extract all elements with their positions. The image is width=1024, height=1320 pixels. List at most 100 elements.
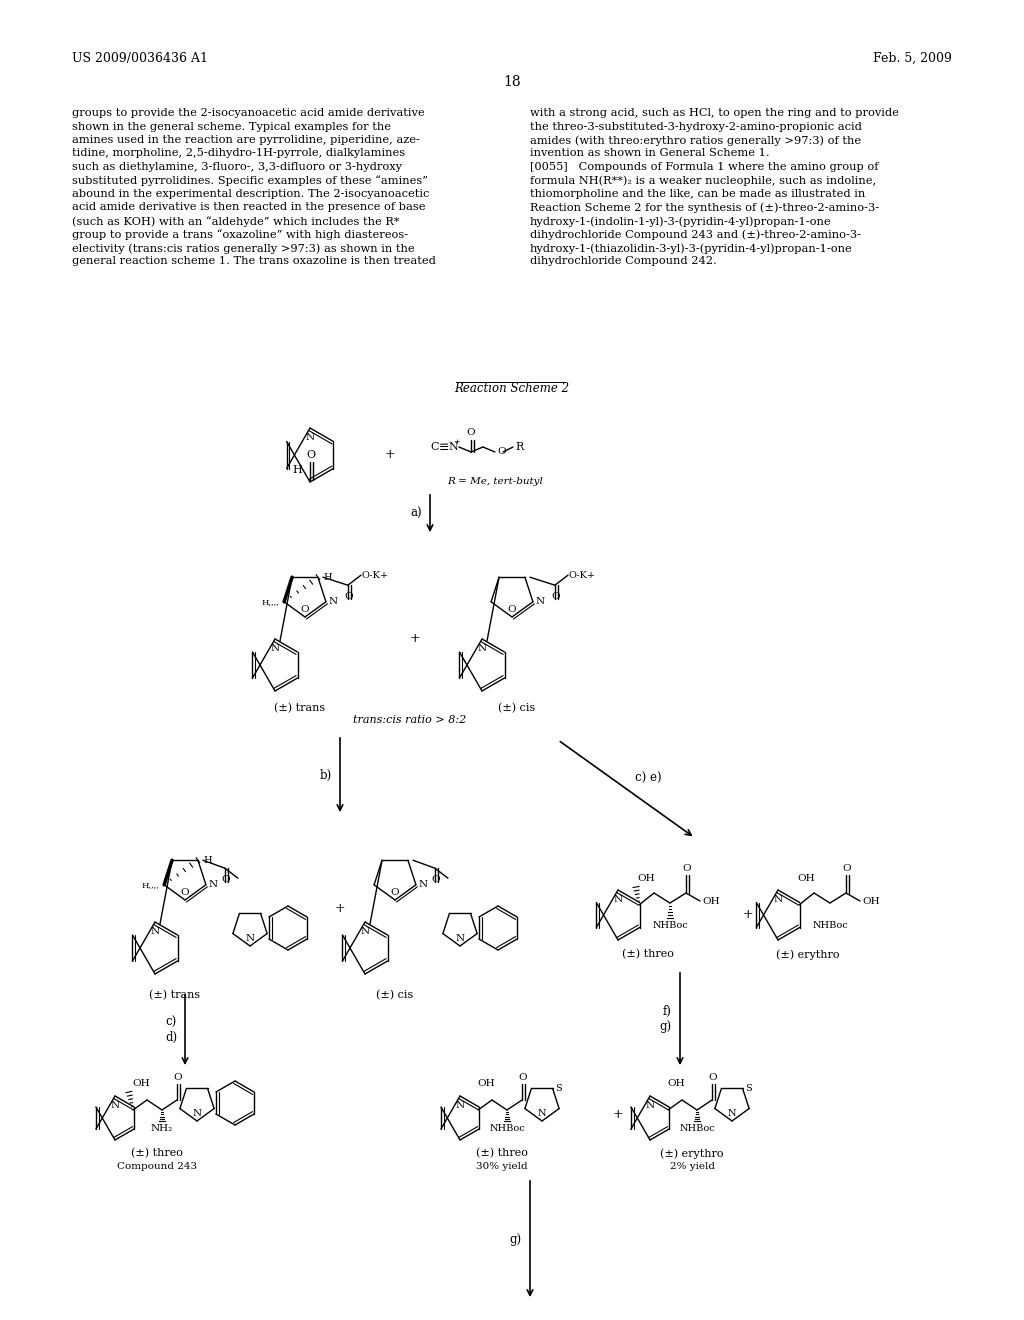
Text: N: N	[305, 433, 314, 442]
Text: O: O	[221, 875, 230, 884]
Text: Feb. 5, 2009: Feb. 5, 2009	[873, 51, 952, 65]
Text: NHBoc: NHBoc	[489, 1125, 525, 1133]
Text: N: N	[645, 1101, 654, 1110]
Text: O: O	[508, 605, 516, 614]
Text: N: N	[456, 1101, 465, 1110]
Text: H,,,,: H,,,,	[141, 880, 159, 888]
Text: Reaction Scheme 2: Reaction Scheme 2	[455, 381, 569, 395]
Text: US 2009/0036436 A1: US 2009/0036436 A1	[72, 51, 208, 65]
Text: g): g)	[510, 1233, 522, 1246]
Text: N: N	[360, 927, 370, 936]
Text: O: O	[497, 447, 506, 457]
Text: (±) threo: (±) threo	[622, 949, 674, 960]
Text: OH: OH	[668, 1078, 685, 1088]
Text: a): a)	[411, 507, 422, 520]
Text: OH: OH	[862, 896, 880, 906]
Text: substituted pyrrolidines. Specific examples of these “amines”: substituted pyrrolidines. Specific examp…	[72, 176, 428, 186]
Text: +: +	[335, 902, 345, 915]
Text: (±) threo: (±) threo	[476, 1148, 528, 1159]
Text: N: N	[773, 895, 782, 904]
Text: S: S	[745, 1084, 753, 1093]
Text: dihydrochloride Compound 242.: dihydrochloride Compound 242.	[530, 256, 717, 267]
Text: O: O	[306, 450, 315, 459]
Text: N: N	[728, 1109, 736, 1118]
Text: N: N	[111, 1101, 120, 1110]
Text: N: N	[538, 1109, 546, 1118]
Text: (±) erythro: (±) erythro	[660, 1148, 724, 1159]
Text: Reaction Scheme 2 for the synthesis of (±)-threo-2-amino-3-: Reaction Scheme 2 for the synthesis of (…	[530, 202, 880, 213]
Text: groups to provide the 2-isocyanoacetic acid amide derivative: groups to provide the 2-isocyanoacetic a…	[72, 108, 425, 117]
Text: H: H	[292, 465, 302, 475]
Text: H: H	[323, 573, 332, 582]
Text: O: O	[519, 1073, 527, 1082]
Text: R: R	[515, 442, 523, 451]
Text: O: O	[843, 865, 851, 873]
Text: O: O	[552, 593, 560, 601]
Text: f)
g): f) g)	[659, 1005, 672, 1034]
Text: invention as shown in General Scheme 1.: invention as shown in General Scheme 1.	[530, 149, 770, 158]
Text: NH₂: NH₂	[151, 1125, 173, 1133]
Text: (±) trans: (±) trans	[150, 990, 201, 1001]
Text: N: N	[449, 442, 458, 451]
Text: H: H	[203, 855, 212, 865]
Text: (±) cis: (±) cis	[377, 990, 414, 1001]
Text: N: N	[329, 597, 338, 606]
Text: N: N	[246, 935, 255, 942]
Text: formula NH(R**)₂ is a weaker nucleophile, such as indoline,: formula NH(R**)₂ is a weaker nucleophile…	[530, 176, 877, 186]
Text: dihydrochloride Compound 243 and (±)-threo-2-amino-3-: dihydrochloride Compound 243 and (±)-thr…	[530, 230, 861, 240]
Text: 18: 18	[503, 75, 521, 88]
Text: N: N	[456, 935, 465, 942]
Text: OH: OH	[477, 1078, 495, 1088]
Text: N: N	[270, 644, 280, 653]
Text: N: N	[613, 895, 623, 904]
Text: OH: OH	[798, 874, 815, 883]
Text: (such as KOH) with an “aldehyde” which includes the R*: (such as KOH) with an “aldehyde” which i…	[72, 216, 399, 227]
Text: O: O	[180, 888, 189, 898]
Text: (±) cis: (±) cis	[499, 704, 536, 713]
Text: NHBoc: NHBoc	[679, 1125, 715, 1133]
Text: amides (with threo:erythro ratios generally >97:3) of the: amides (with threo:erythro ratios genera…	[530, 135, 861, 145]
Text: +: +	[410, 631, 420, 644]
Text: such as diethylamine, 3-fluoro-, 3,3-difluoro or 3-hydroxy: such as diethylamine, 3-fluoro-, 3,3-dif…	[72, 162, 402, 172]
Text: O: O	[391, 888, 399, 898]
Text: OH: OH	[132, 1078, 150, 1088]
Text: N: N	[419, 880, 428, 890]
Text: O: O	[683, 865, 691, 873]
Text: NHBoc: NHBoc	[812, 921, 848, 931]
Text: group to provide a trans “oxazoline” with high diastereos-: group to provide a trans “oxazoline” wit…	[72, 230, 409, 240]
Text: ≡: ≡	[438, 441, 450, 454]
Text: thiomorpholine and the like, can be made as illustrated in: thiomorpholine and the like, can be made…	[530, 189, 865, 199]
Text: +: +	[454, 438, 461, 446]
Text: shown in the general scheme. Typical examples for the: shown in the general scheme. Typical exa…	[72, 121, 391, 132]
Text: S: S	[556, 1084, 562, 1093]
Text: O: O	[174, 1073, 182, 1082]
Text: acid amide derivative is then reacted in the presence of base: acid amide derivative is then reacted in…	[72, 202, 426, 213]
Text: H,,,,: H,,,,	[261, 598, 280, 606]
Text: N: N	[477, 644, 486, 653]
Text: (±) threo: (±) threo	[131, 1148, 183, 1159]
Text: N: N	[151, 927, 160, 936]
Text: amines used in the reaction are pyrrolidine, piperidine, aze-: amines used in the reaction are pyrrolid…	[72, 135, 420, 145]
Text: general reaction scheme 1. The trans oxazoline is then treated: general reaction scheme 1. The trans oxa…	[72, 256, 436, 267]
Text: OH: OH	[637, 874, 654, 883]
Text: with a strong acid, such as HCl, to open the ring and to provide: with a strong acid, such as HCl, to open…	[530, 108, 899, 117]
Text: (±) trans: (±) trans	[274, 704, 326, 713]
Text: R = Me, tert-butyl: R = Me, tert-butyl	[447, 477, 543, 486]
Text: Compound 243: Compound 243	[117, 1162, 197, 1171]
Text: (±) erythro: (±) erythro	[776, 949, 840, 960]
Text: hydroxy-1-(indolin-1-yl)-3-(pyridin-4-yl)propan-1-one: hydroxy-1-(indolin-1-yl)-3-(pyridin-4-yl…	[530, 216, 831, 227]
Text: O: O	[467, 428, 475, 437]
Text: electivity (trans:cis ratios generally >97:3) as shown in the: electivity (trans:cis ratios generally >…	[72, 243, 415, 253]
Text: +: +	[742, 908, 754, 921]
Text: N: N	[193, 1109, 202, 1118]
Text: O-K+: O-K+	[569, 570, 596, 579]
Text: abound in the experimental description. The 2-isocyanoacetic: abound in the experimental description. …	[72, 189, 429, 199]
Text: tidine, morpholine, 2,5-dihydro-1H-pyrrole, dialkylamines: tidine, morpholine, 2,5-dihydro-1H-pyrro…	[72, 149, 406, 158]
Text: O: O	[301, 605, 309, 614]
Text: O-K+: O-K+	[361, 570, 389, 579]
Text: O: O	[432, 875, 440, 884]
Text: NHBoc: NHBoc	[652, 921, 688, 931]
Text: hydroxy-1-(thiazolidin-3-yl)-3-(pyridin-4-yl)propan-1-one: hydroxy-1-(thiazolidin-3-yl)-3-(pyridin-…	[530, 243, 853, 253]
Text: [0055]   Compounds of Formula 1 where the amino group of: [0055] Compounds of Formula 1 where the …	[530, 162, 879, 172]
Text: N: N	[209, 880, 218, 890]
